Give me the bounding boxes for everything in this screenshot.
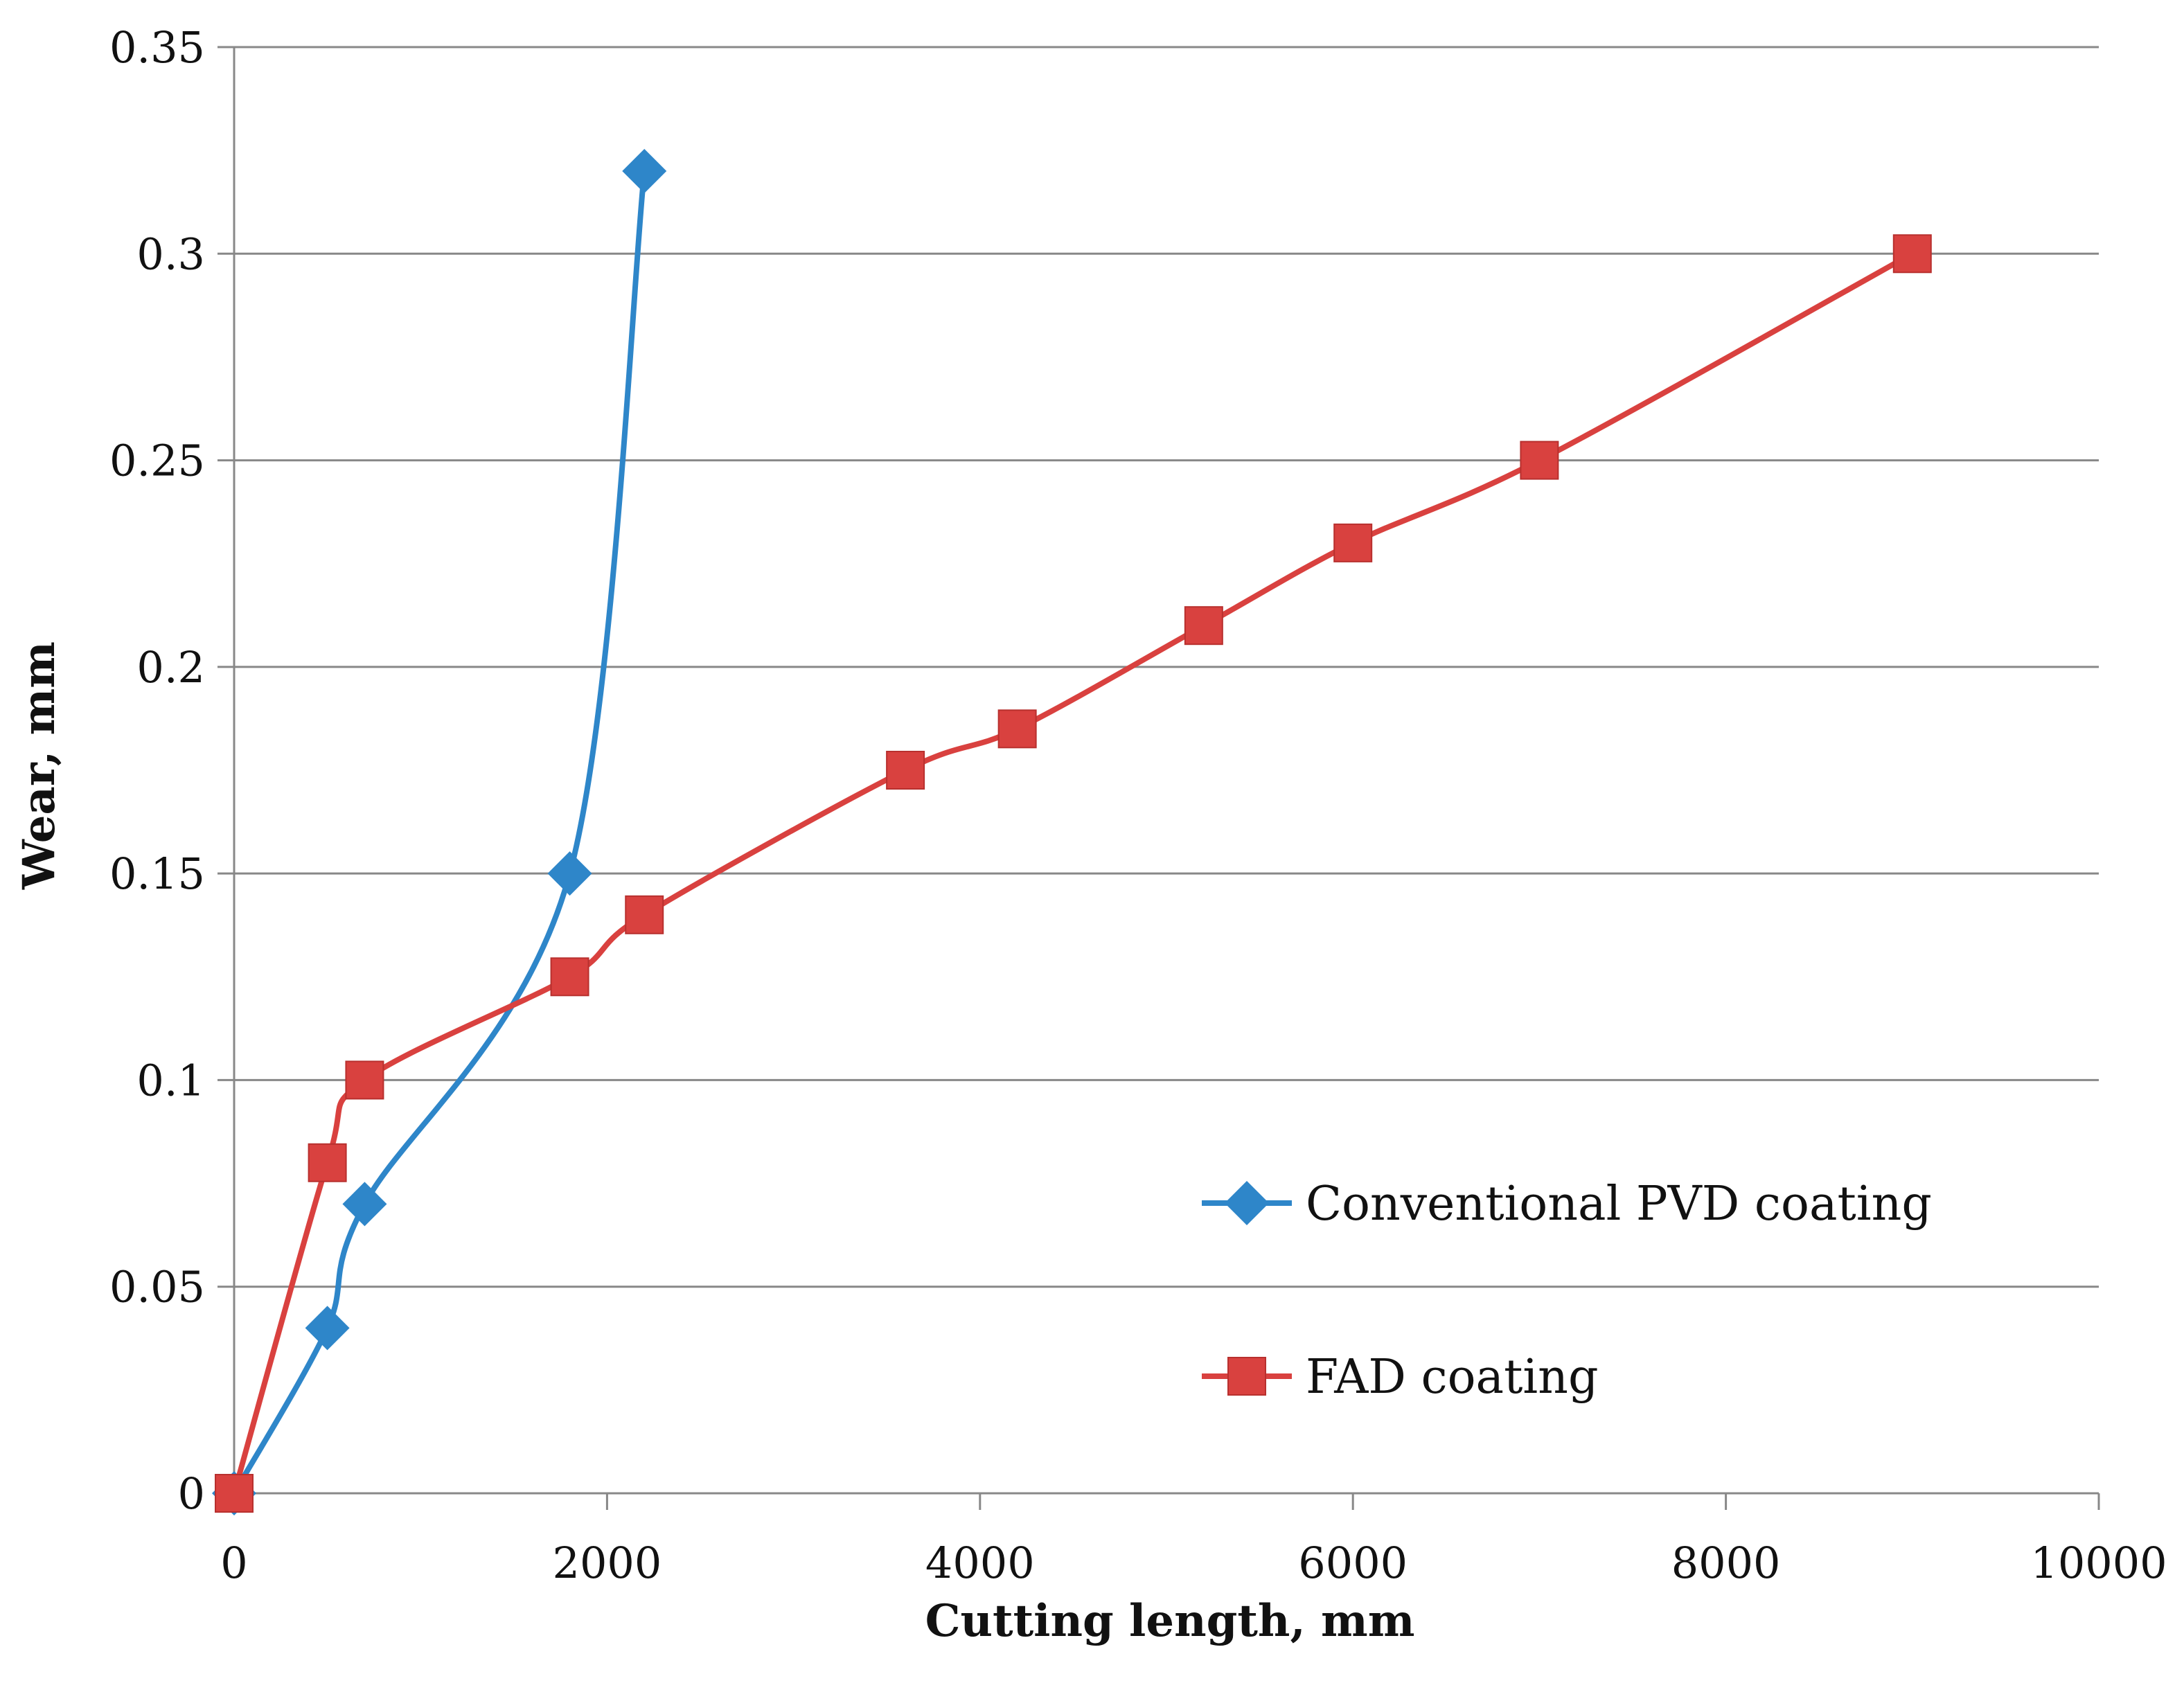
y-tick-label: 0.2 — [136, 642, 205, 693]
y-tick-label: 0.35 — [109, 22, 205, 73]
y-tick-label: 0.3 — [136, 229, 205, 279]
pvd-data-point — [622, 148, 667, 193]
y-tick-label: 0.15 — [109, 848, 205, 899]
legend-marker — [1227, 1357, 1266, 1396]
fad-data-point — [308, 1143, 347, 1182]
fad-data-point — [345, 1060, 384, 1100]
y-tick-label: 0.1 — [136, 1055, 205, 1105]
x-axis-title: Cutting length, mm — [925, 1595, 1415, 1647]
fad-data-point — [997, 709, 1037, 749]
fad-data-point — [1892, 234, 1932, 274]
x-tick-label: 4000 — [925, 1538, 1035, 1588]
fad-data-point — [625, 895, 664, 934]
legend-marker — [1225, 1181, 1269, 1225]
pvd-data-point — [342, 1182, 387, 1227]
x-tick-label: 8000 — [1671, 1538, 1781, 1588]
fad-data-point — [1184, 606, 1223, 646]
x-tick-label: 10000 — [2030, 1538, 2167, 1588]
fad-data-point — [215, 1474, 254, 1513]
legend: Conventional PVD coating FAD coating — [1202, 1177, 1932, 1405]
x-tick-label: 0 — [220, 1538, 247, 1588]
y-tick-label: 0.25 — [109, 436, 205, 486]
y-tick-label: 0 — [178, 1468, 205, 1519]
pvd-data-point — [305, 1306, 350, 1351]
fad-data-point — [1333, 523, 1373, 562]
fad-data-point — [1520, 441, 1559, 480]
y-tick-label: 0.05 — [109, 1262, 205, 1313]
fad-data-point — [550, 957, 589, 997]
pvd-data-point — [547, 851, 592, 896]
fad-data-point — [886, 751, 925, 790]
legend-label: FAD coating — [1306, 1350, 1598, 1405]
axes: 0 0.05 0.1 0.15 0.2 0.25 0.3 0.35 0 2000 4000 6000 8… — [109, 22, 2167, 1588]
x-tick-label: 2000 — [553, 1538, 662, 1588]
series — [212, 148, 1932, 1515]
y-axis-title: Wear, mm — [13, 641, 65, 890]
x-tick-label: 6000 — [1298, 1538, 1408, 1588]
legend-label: Conventional PVD coating — [1306, 1177, 1932, 1231]
gridlines — [234, 46, 2099, 1288]
series-line-pvd — [231, 168, 648, 1496]
